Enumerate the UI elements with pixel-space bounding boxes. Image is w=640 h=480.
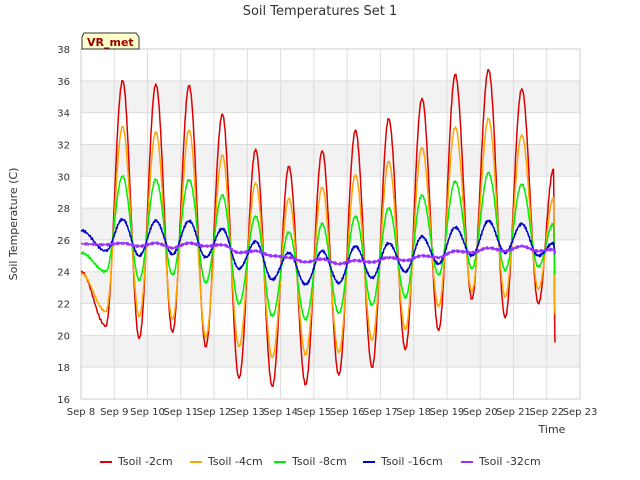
y-tick-label: 22 <box>57 300 70 311</box>
series-line <box>80 241 556 266</box>
series-line <box>80 217 556 286</box>
x-tick-label: Sep 9 <box>100 407 128 418</box>
plot-band <box>81 80 580 113</box>
y-tick-label: 20 <box>57 331 70 342</box>
x-tick-label: Sep 11 <box>163 407 198 418</box>
x-tick-label: Sep 22 <box>529 407 564 418</box>
y-tick-label: 38 <box>57 45 70 56</box>
x-tick-label: Sep 20 <box>463 407 498 418</box>
plot-band <box>81 335 580 368</box>
legend-entry: Tsoil -8cm <box>274 455 347 468</box>
y-axis-label: Soil Temperature (C) <box>7 168 20 281</box>
legend-entry: Tsoil -32cm <box>461 455 541 468</box>
station-badge-label: VR_met <box>87 36 134 49</box>
x-axis-label: Time <box>538 423 566 436</box>
legend: Tsoil -2cm Tsoil -4cm Tsoil -8cm Tsoil -16c… <box>100 455 541 468</box>
x-tick-label: Sep 12 <box>197 407 232 418</box>
y-tick-label: 36 <box>57 77 70 88</box>
legend-label: Tsoil -2cm <box>117 455 173 468</box>
chart-title: Soil Temperatures Set 1 <box>243 4 398 19</box>
plot-frame <box>80 48 581 400</box>
x-tick-label: Sep 23 <box>563 407 598 418</box>
y-tick-label: 32 <box>57 140 70 151</box>
plot-band <box>81 144 580 177</box>
y-tick-label: 18 <box>57 363 70 374</box>
y-tick-label: 30 <box>57 172 70 183</box>
x-tick-label: Sep 16 <box>330 407 365 418</box>
y-tick-label: 24 <box>57 268 70 279</box>
legend-entry: Tsoil -16cm <box>363 455 443 468</box>
y-tick-label: 16 <box>57 395 70 406</box>
x-tick-label: Sep 15 <box>296 407 331 418</box>
station-badge-box <box>81 32 140 50</box>
x-tick-label: Sep 17 <box>363 407 398 418</box>
x-tick-label: Sep 19 <box>430 407 465 418</box>
x-tick-label: Sep 18 <box>396 407 431 418</box>
legend-label: Tsoil -4cm <box>207 455 263 468</box>
series-layer <box>80 68 556 388</box>
x-tick-label: Sep 14 <box>263 407 298 418</box>
x-tick-label: Sep 10 <box>130 407 165 418</box>
plot-band <box>81 208 580 240</box>
legend-entry: Tsoil -2cm <box>100 455 173 468</box>
legend-label: Tsoil -8cm <box>291 455 347 468</box>
y-tick-label: 34 <box>57 109 70 120</box>
x-tick-label: Sep 13 <box>230 407 265 418</box>
legend-entry: Tsoil -4cm <box>190 455 263 468</box>
y-axis-ticks: 16 18 20 22 24 26 28 30 32 34 36 38 <box>57 45 70 406</box>
station-badge: VR_met <box>81 32 140 50</box>
y-tick-label: 26 <box>57 236 70 247</box>
x-tick-label: Sep 8 <box>67 407 95 418</box>
legend-label: Tsoil -16cm <box>380 455 443 468</box>
legend-label: Tsoil -32cm <box>478 455 541 468</box>
y-tick-label: 28 <box>57 204 70 215</box>
x-tick-label: Sep 21 <box>496 407 531 418</box>
